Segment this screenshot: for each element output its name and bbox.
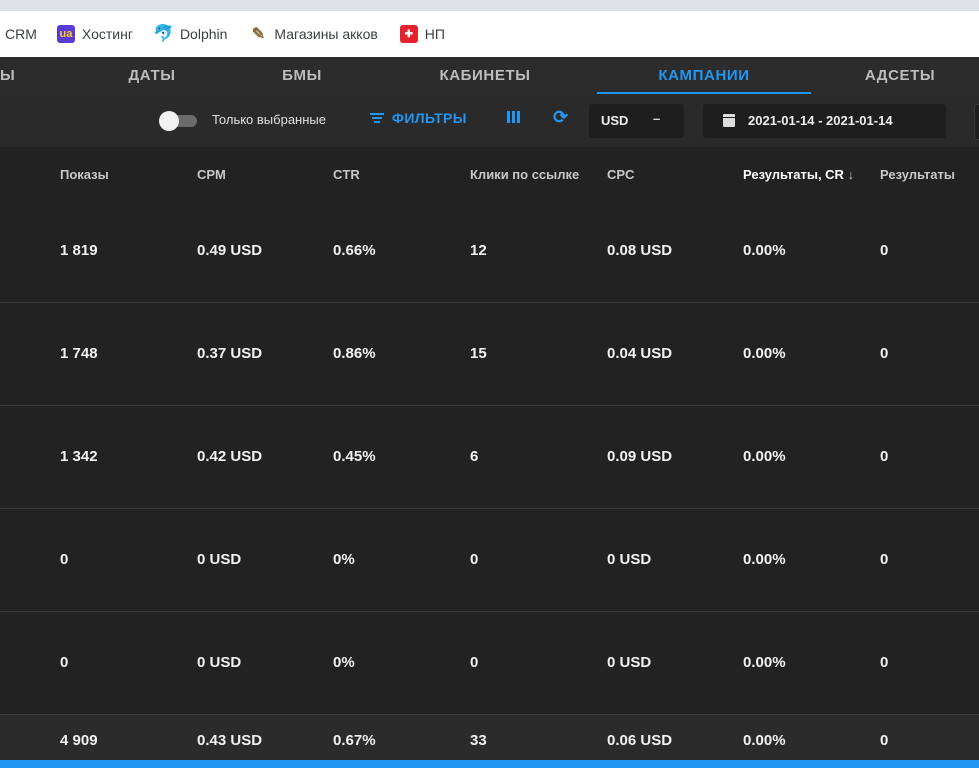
date-range-value: 2021-01-14 - 2021-01-14: [748, 113, 893, 128]
cell-results: 0: [880, 448, 889, 465]
column-header-cpc[interactable]: CPC: [607, 167, 635, 182]
filters-label: ФИЛЬТРЫ: [392, 110, 467, 126]
totals-row: 4 909 0.43 USD 0.67% 33 0.06 USD 0.00% 0: [0, 715, 979, 760]
total-results-cr: 0.00%: [743, 732, 786, 749]
cell-cpm: 0 USD: [197, 654, 242, 671]
arrow-down-icon: ↓: [847, 167, 855, 182]
currency-value: USD: [601, 113, 629, 128]
bookmark-label: Dolphin: [179, 26, 228, 42]
dolphin-icon: 🐬: [153, 24, 175, 43]
only-selected-label: Только выбранные: [212, 112, 326, 127]
cell-results-cr: 0.00%: [743, 551, 786, 568]
cell-ctr: 0.45%: [333, 448, 376, 465]
cell-cpm: 0.37 USD: [197, 345, 263, 362]
cell-ctr: 0%: [333, 654, 355, 671]
total-cpc: 0.06 USD: [607, 732, 673, 749]
bookmark-shops[interactable]: ✎ Магазины акков: [249, 25, 378, 43]
cell-results-cr: 0.00%: [743, 242, 786, 259]
total-impressions: 4 909: [60, 732, 98, 749]
column-header-link-clicks[interactable]: Клики по ссылке: [470, 167, 580, 182]
filter-icon: [370, 111, 384, 125]
refresh-icon[interactable]: ⟳: [553, 107, 569, 127]
total-link-clicks: 33: [470, 732, 487, 749]
report-tabs: Ы ДАТЫ БМЫ КАБИНЕТЫ КАМПАНИИ АДСЕТЫ: [0, 57, 979, 95]
browser-top-strip: [0, 0, 979, 11]
bookmark-crm[interactable]: CRM: [5, 26, 37, 42]
table-row[interactable]: 0 0 USD 0% 0 0 USD 0.00% 0: [0, 612, 979, 715]
tab-partial[interactable]: Ы: [0, 67, 16, 84]
extra-control[interactable]: [974, 104, 979, 140]
table-row[interactable]: 1 748 0.37 USD 0.86% 15 0.04 USD 0.00% 0: [0, 303, 979, 406]
columns-icon[interactable]: [507, 111, 520, 123]
bookmark-label: НП: [424, 26, 445, 42]
cell-ctr: 0%: [333, 551, 355, 568]
bottom-scrollbar[interactable]: [0, 760, 979, 768]
cell-cpc: 0 USD: [607, 551, 652, 568]
column-header-results-cr[interactable]: Результаты, CR ↓: [743, 167, 854, 182]
column-header-label: Результаты, CR: [743, 167, 844, 182]
ua-icon: ua: [56, 25, 75, 43]
date-range-picker[interactable]: 2021-01-14 - 2021-01-14: [703, 104, 946, 138]
cell-results-cr: 0.00%: [743, 448, 786, 465]
cell-link-clicks: 0: [470, 551, 479, 568]
tab-bms[interactable]: БМЫ: [282, 67, 322, 84]
cell-cpc: 0.08 USD: [607, 242, 673, 259]
bookmark-hosting[interactable]: ua Хостинг: [56, 25, 133, 43]
table-row[interactable]: 1 819 0.49 USD 0.66% 12 0.08 USD 0.00% 0: [0, 200, 979, 303]
tab-adsets[interactable]: АДСЕТЫ: [864, 67, 936, 84]
cell-cpc: 0.09 USD: [607, 448, 673, 465]
bookmarks-bar: CRM ua Хостинг 🐬 Dolphin ✎ Магазины акко…: [0, 11, 979, 57]
cell-cpm: 0 USD: [197, 551, 242, 568]
active-tab-indicator: [597, 92, 811, 94]
table-header: Показы CPM CTR Клики по ссылке CPC Резул…: [0, 147, 979, 201]
filters-button[interactable]: ФИЛЬТРЫ: [370, 110, 467, 126]
bookmark-label: Магазины акков: [274, 26, 378, 42]
cell-link-clicks: 15: [470, 345, 487, 362]
cell-results-cr: 0.00%: [743, 345, 786, 362]
column-header-ctr[interactable]: CTR: [333, 167, 360, 182]
cell-impressions: 1 819: [60, 242, 98, 259]
currency-select[interactable]: USD –: [589, 104, 684, 138]
column-header-results[interactable]: Результаты: [880, 167, 955, 182]
toggle-knob: [159, 111, 179, 131]
total-results: 0: [880, 732, 889, 749]
total-ctr: 0.67%: [333, 732, 376, 749]
cell-impressions: 0: [60, 551, 69, 568]
table-row[interactable]: 0 0 USD 0% 0 0 USD 0.00% 0: [0, 509, 979, 612]
cell-ctr: 0.86%: [333, 345, 376, 362]
cell-results: 0: [880, 551, 889, 568]
column-header-impressions[interactable]: Показы: [60, 167, 109, 182]
cell-results-cr: 0.00%: [743, 654, 786, 671]
only-selected-toggle[interactable]: [159, 111, 199, 131]
cell-impressions: 1 748: [60, 345, 98, 362]
bookmark-label: Хостинг: [81, 26, 133, 42]
cell-link-clicks: 12: [470, 242, 487, 259]
cell-link-clicks: 0: [470, 654, 479, 671]
total-cpm: 0.43 USD: [197, 732, 263, 749]
shop-icon: ✎: [251, 26, 266, 43]
cell-ctr: 0.66%: [333, 242, 376, 259]
cell-link-clicks: 6: [470, 448, 479, 465]
toolbar: Только выбранные ФИЛЬТРЫ ⟳ USD – 2021-01…: [0, 95, 979, 147]
tab-dates[interactable]: ДАТЫ: [128, 67, 176, 84]
cell-results: 0: [880, 654, 889, 671]
calendar-icon: [723, 114, 735, 127]
cell-impressions: 1 342: [60, 448, 98, 465]
cell-impressions: 0: [60, 654, 69, 671]
bookmark-dolphin[interactable]: 🐬 Dolphin: [153, 24, 228, 43]
bookmark-np[interactable]: ✚ НП: [399, 25, 445, 43]
table-row[interactable]: 1 342 0.42 USD 0.45% 6 0.09 USD 0.00% 0: [0, 406, 979, 509]
tab-campaigns[interactable]: КАМПАНИИ: [658, 67, 750, 84]
cell-cpc: 0 USD: [607, 654, 652, 671]
caret-down-icon: –: [653, 111, 661, 126]
tab-accounts[interactable]: КАБИНЕТЫ: [439, 67, 531, 84]
column-header-cpm[interactable]: CPM: [197, 167, 226, 182]
np-icon: ✚: [399, 25, 418, 43]
cell-cpm: 0.42 USD: [197, 448, 263, 465]
bookmark-label: CRM: [5, 26, 37, 42]
cell-results: 0: [880, 242, 889, 259]
cell-cpc: 0.04 USD: [607, 345, 673, 362]
cell-results: 0: [880, 345, 889, 362]
cell-cpm: 0.49 USD: [197, 242, 263, 259]
